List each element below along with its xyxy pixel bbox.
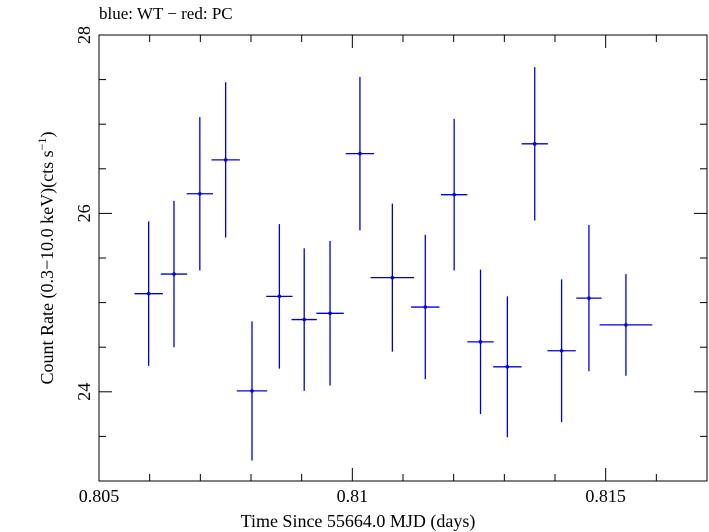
data-point <box>160 200 188 348</box>
point-marker <box>146 291 151 296</box>
data-point <box>411 234 440 380</box>
point-marker <box>452 192 456 197</box>
data-point <box>186 117 213 271</box>
data-point <box>211 82 240 238</box>
axis-ticks <box>98 34 708 482</box>
x-tick-label: 0.815 <box>585 486 626 506</box>
x-tick-label: 0.81 <box>337 486 369 506</box>
data-point <box>521 67 548 221</box>
data-point <box>345 76 375 231</box>
point-marker <box>172 272 176 276</box>
point-marker <box>478 340 483 344</box>
data-point <box>576 224 602 372</box>
point-marker <box>505 365 510 369</box>
y-axis-label-main: Count Rate (0.3−10.0 keV)(cts s <box>37 150 58 384</box>
point-marker <box>302 317 307 322</box>
data-point <box>547 279 576 423</box>
plot-frame <box>98 34 708 482</box>
y-axis-label: Count Rate (0.3−10.0 keV)(cts s−1) <box>35 132 58 385</box>
data-point <box>134 221 163 366</box>
point-marker <box>532 142 537 146</box>
point-marker <box>358 151 362 156</box>
data-point <box>316 241 344 386</box>
data-point <box>370 203 415 352</box>
data-point <box>493 296 522 438</box>
y-tick-label: 28 <box>74 26 94 44</box>
x-axis-label: Time Since 55664.0 MJD (days) <box>241 511 476 532</box>
y-tick-label: 26 <box>74 204 94 222</box>
point-marker <box>223 158 228 162</box>
data-point <box>441 118 468 271</box>
data-point <box>266 224 293 369</box>
x-tick-label: 0.805 <box>79 486 120 506</box>
data-point <box>467 269 494 415</box>
data-point <box>291 248 317 391</box>
data-point <box>599 274 653 376</box>
point-marker <box>587 296 591 300</box>
tick-labels: 0.805 0.81 0.815 24 26 28 <box>74 26 626 506</box>
data-series <box>134 67 653 461</box>
data-point <box>236 321 268 461</box>
y-axis-label-sup: −1 <box>35 138 49 151</box>
point-marker <box>423 305 428 309</box>
point-marker <box>277 294 282 299</box>
point-marker <box>198 191 202 196</box>
point-marker <box>559 348 564 353</box>
point-marker <box>250 389 254 393</box>
point-marker <box>390 275 395 280</box>
y-tick-label: 24 <box>74 383 94 401</box>
point-marker <box>624 323 628 327</box>
chart-title: blue: WT − red: PC <box>99 4 233 23</box>
y-axis-label-end: ) <box>37 132 58 138</box>
point-marker <box>328 311 332 316</box>
